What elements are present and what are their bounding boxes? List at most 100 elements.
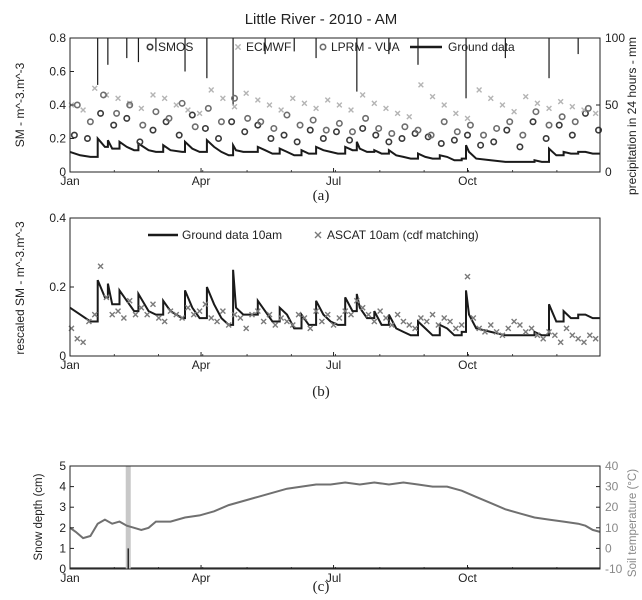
smos-point (294, 139, 299, 144)
smos-point (177, 132, 182, 137)
lprm-point (559, 114, 564, 119)
smos-point (281, 132, 286, 137)
lprm-point (337, 121, 342, 126)
ascat-point (162, 319, 167, 324)
ecmwf-point (558, 99, 563, 104)
panel-b-x-tick-label: Jul (326, 358, 341, 372)
panel-c-y-tick-label: 3 (59, 500, 66, 514)
ascat-point (197, 309, 202, 314)
panel-a-x-tick-label: Jul (326, 174, 341, 188)
smos-point (85, 136, 90, 141)
ascat-point (558, 340, 563, 345)
ecmwf-point (139, 106, 144, 111)
legend-label: SMOS (158, 40, 193, 54)
ascat-point (110, 312, 115, 317)
ecmwf-point (162, 96, 167, 101)
lprm-point (297, 122, 302, 127)
ecmwf-point (372, 101, 377, 106)
lprm-point (284, 112, 289, 117)
panel-c-x-tick-label: Apr (192, 571, 211, 585)
legend-label: Ground data (448, 40, 515, 54)
smos-point (543, 136, 548, 141)
panel-a-y-tick-label: 0.2 (49, 132, 66, 146)
smos-point (347, 137, 352, 142)
smos-point (504, 127, 509, 132)
ascat-point (296, 312, 301, 317)
lprm-point (219, 119, 224, 124)
ascat-point (191, 312, 196, 317)
ascat-point (587, 333, 592, 338)
panel-b-y-tick-label: 0.2 (49, 280, 66, 294)
panel-c: 012345 -10010203040 Jan Apr Jul Oct Snow de… (33, 459, 639, 595)
lprm-point (402, 124, 407, 129)
ecmwf-point (151, 93, 156, 98)
panel-a-right-y-tick-label: 50 (605, 98, 619, 112)
panel-b: 00.20.4 Jan Apr Jul Oct Ground data 10am ASC… (13, 211, 600, 400)
panel-a-plot-area (69, 38, 601, 162)
ascat-point (395, 312, 400, 317)
ascat-point (564, 326, 569, 331)
ascat-point (383, 316, 388, 321)
ecmwf-point (477, 88, 482, 93)
ascat-point (185, 305, 190, 310)
ecmwf-point (488, 96, 493, 101)
ecmwf-point (407, 114, 412, 119)
ascat-point (453, 326, 458, 331)
ascat-point (581, 340, 586, 345)
lprm-point (468, 122, 473, 127)
ecmwf-point (512, 109, 517, 114)
panel-b-label: (b) (312, 384, 330, 400)
smos-point (570, 132, 575, 137)
lprm-point (507, 119, 512, 124)
panel-c-right-y-tick-label: 10 (605, 521, 619, 535)
smos-point (452, 137, 457, 142)
panel-c-right-y-tick-label: 0 (605, 541, 612, 555)
ecmwf-point (535, 101, 540, 106)
ascat-point (121, 316, 126, 321)
ascat-point (378, 309, 383, 314)
lprm-point (389, 131, 394, 136)
smos-point (242, 129, 247, 134)
panel-b-plot-area (69, 264, 600, 345)
panel-c-x-tick-label: Jan (60, 571, 79, 585)
panel-b-x-tick-label: Oct (458, 358, 477, 372)
ascat-point (448, 319, 453, 324)
lprm-point (140, 122, 145, 127)
panel-a-y-tick-label: 0.8 (49, 31, 66, 45)
lprm-point (573, 119, 578, 124)
ecmwf-point (116, 96, 121, 101)
smos-point (308, 127, 313, 132)
lprm-point (179, 101, 184, 106)
panel-b-legend: Ground data 10am ASCAT 10am (cdf matching… (148, 228, 479, 242)
lprm-point (101, 92, 106, 97)
ecmwf-point (430, 94, 435, 99)
lprm-point (206, 106, 211, 111)
panel-b-y-label: rescaled SM - m^-3.m^-3 (13, 221, 27, 355)
panel-c-y-label: Snow depth (cm) (33, 473, 45, 560)
ecmwf-point (290, 96, 295, 101)
lprm-point (546, 122, 551, 127)
ascat-point (442, 316, 447, 321)
smos-point (399, 136, 404, 141)
panel-c-label: (c) (313, 579, 330, 595)
lprm-point (75, 102, 80, 107)
ascat-point (512, 319, 517, 324)
legend-label: ECMWF (246, 40, 291, 54)
ecmwf-point (500, 103, 505, 108)
ascat-point (150, 302, 155, 307)
ecmwf-point (209, 88, 214, 93)
ascat-point (506, 326, 511, 331)
ecmwf-point (314, 106, 319, 111)
ascat-point (576, 336, 581, 341)
ascat-point (488, 322, 493, 327)
ecmwf-point (384, 106, 389, 111)
smos-point (321, 136, 326, 141)
ecmwf-point (360, 93, 365, 98)
panel-a-y-label: SM - m^-3.m^-3 (13, 62, 27, 147)
smos-point (150, 127, 155, 132)
smos-point (478, 143, 483, 148)
ecmwf-point (570, 104, 575, 109)
ascat-point (366, 312, 371, 317)
ecmwf-point (547, 106, 552, 111)
